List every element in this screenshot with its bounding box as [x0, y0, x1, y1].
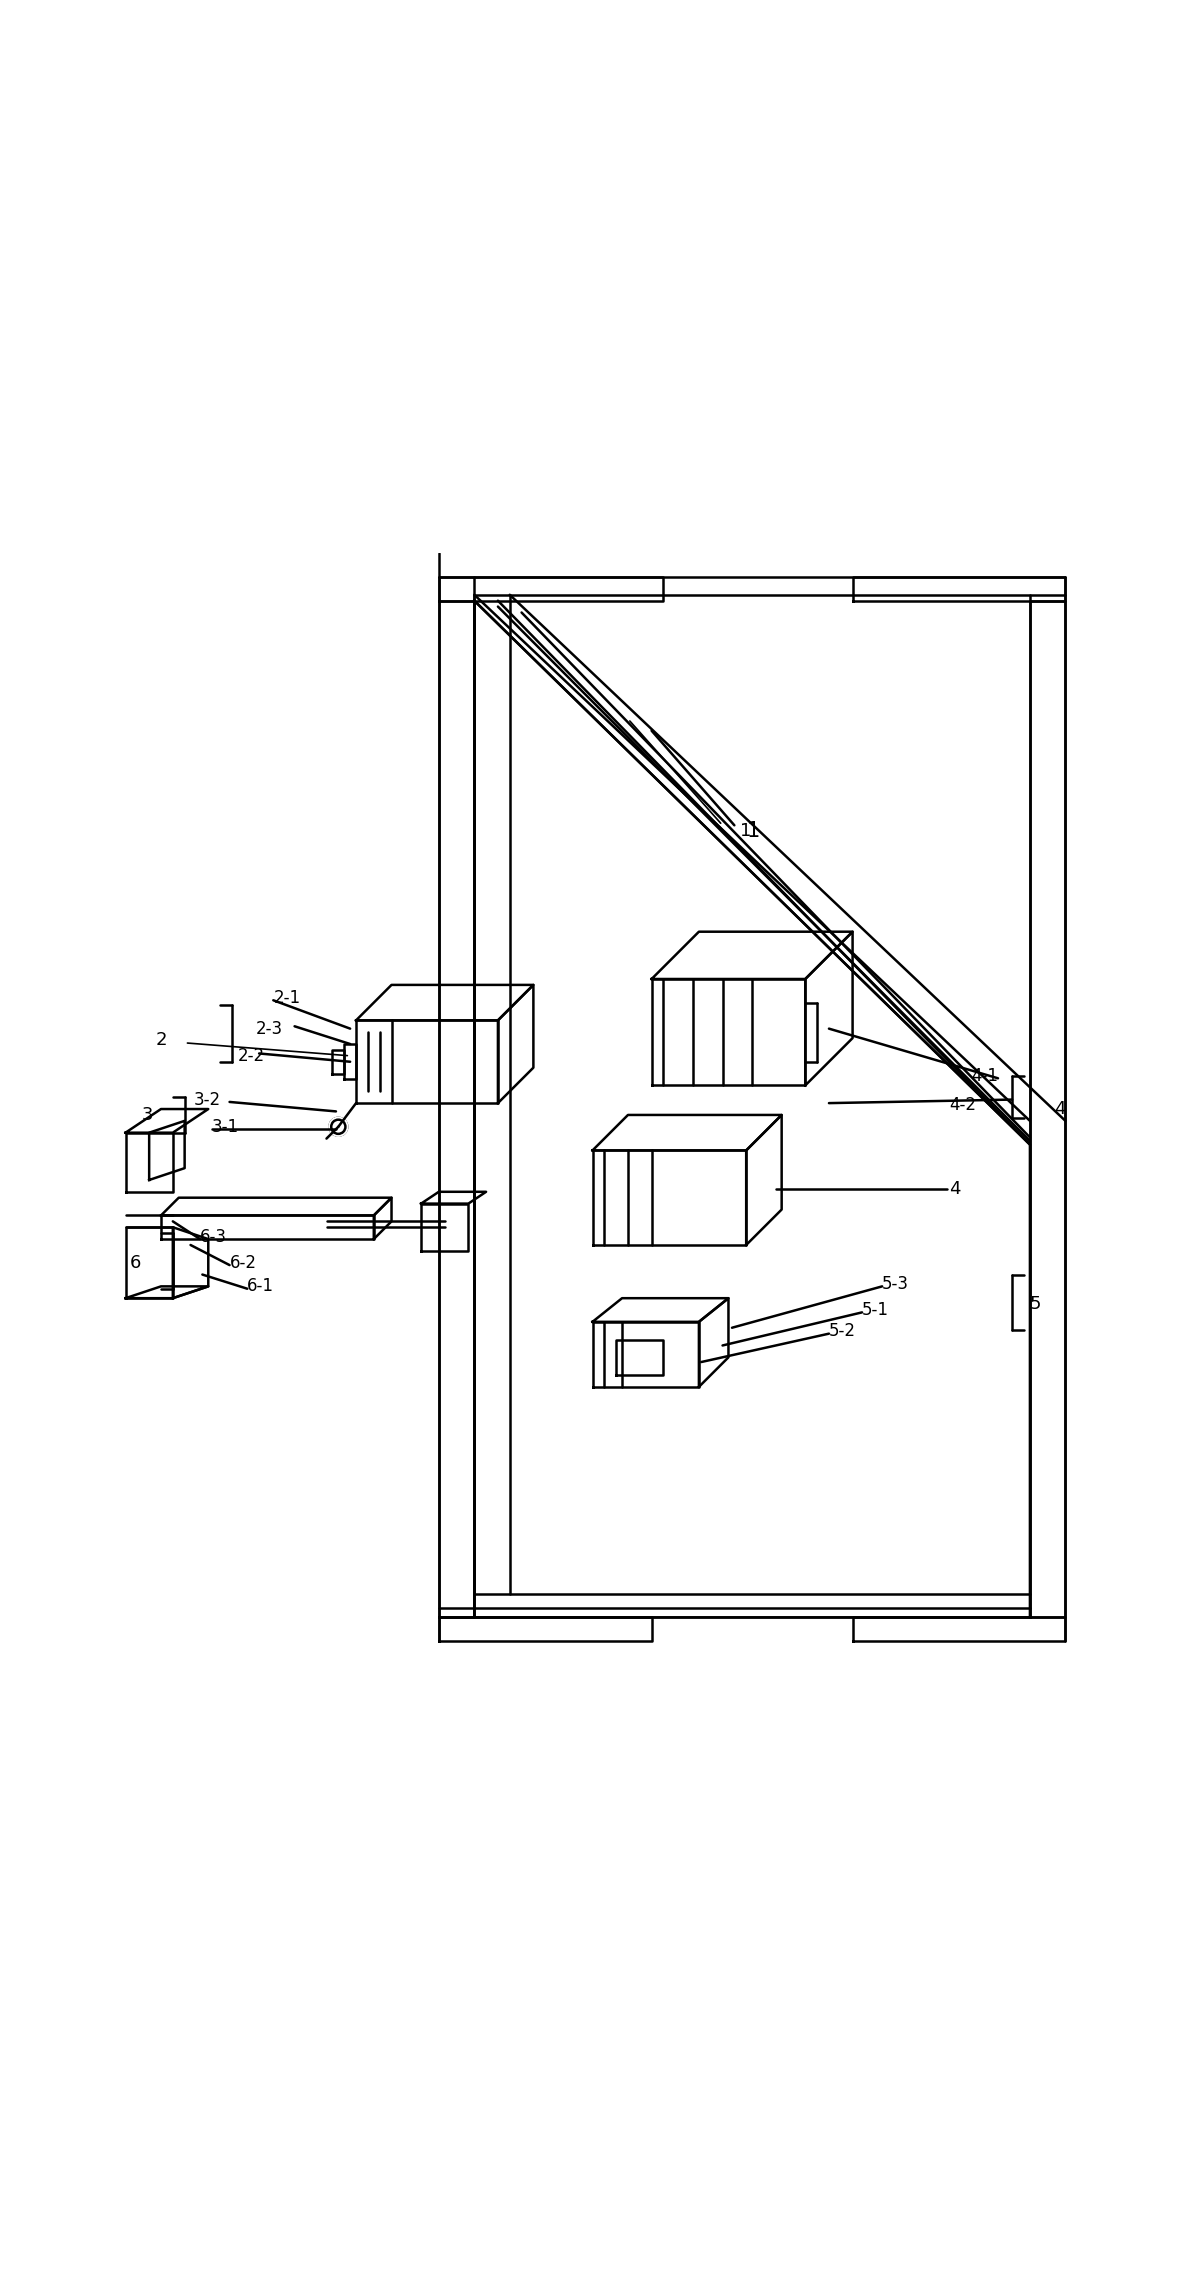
- Text: 2-2: 2-2: [238, 1046, 265, 1064]
- Text: 3: 3: [141, 1106, 153, 1124]
- Text: 1: 1: [747, 822, 760, 842]
- Text: 4: 4: [949, 1181, 961, 1199]
- Text: 5-1: 5-1: [861, 1300, 889, 1318]
- Text: 6-3: 6-3: [200, 1227, 228, 1245]
- Circle shape: [329, 1117, 347, 1135]
- Text: 3-2: 3-2: [194, 1090, 222, 1108]
- Text: 6-2: 6-2: [230, 1254, 257, 1273]
- Text: 2-1: 2-1: [274, 989, 301, 1007]
- Text: 5: 5: [1030, 1296, 1042, 1314]
- Circle shape: [329, 1117, 347, 1135]
- Text: 5-3: 5-3: [882, 1275, 909, 1293]
- Text: 6-1: 6-1: [248, 1277, 274, 1296]
- Text: 3-1: 3-1: [212, 1117, 239, 1135]
- Text: 4-1: 4-1: [971, 1067, 998, 1085]
- Text: 4-2: 4-2: [949, 1096, 976, 1115]
- Text: 6: 6: [129, 1254, 141, 1273]
- Text: 2-3: 2-3: [256, 1019, 283, 1037]
- Text: 2: 2: [155, 1032, 167, 1048]
- Text: 1: 1: [741, 822, 751, 840]
- Text: 5-2: 5-2: [830, 1323, 856, 1341]
- Text: 4: 4: [1053, 1101, 1065, 1117]
